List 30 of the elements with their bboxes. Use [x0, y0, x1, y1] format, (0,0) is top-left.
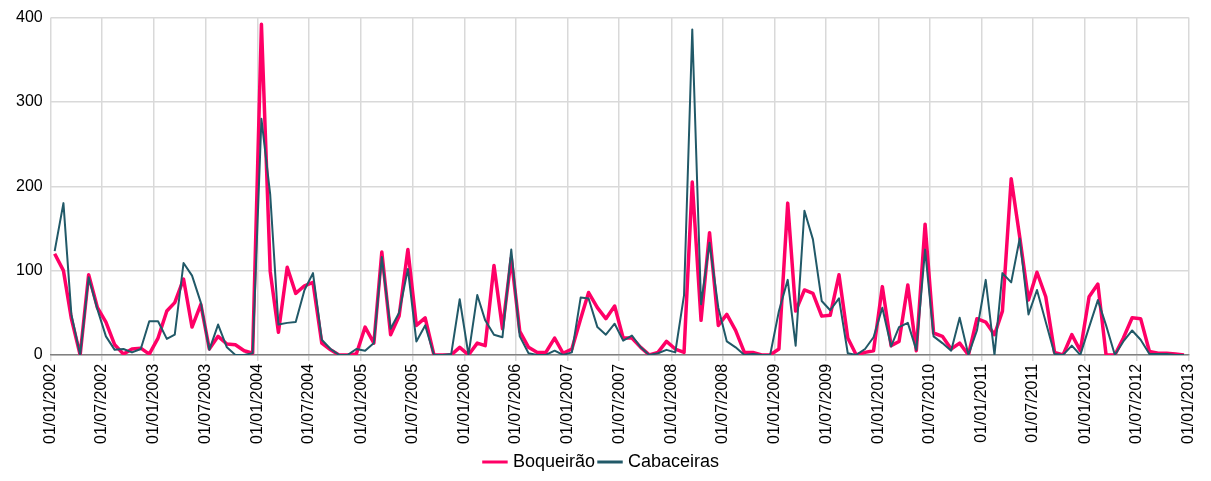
- x-tick-label: 01/07/2009: [816, 363, 834, 444]
- x-tick-label: 01/01/2010: [868, 363, 886, 444]
- x-tick-label: 01/07/2010: [920, 363, 938, 444]
- y-tick-label: 400: [15, 8, 43, 26]
- x-tick-label: 01/07/2008: [713, 363, 731, 444]
- x-tick-label: 01/01/2002: [41, 363, 59, 444]
- x-tick-label: 01/07/2007: [609, 363, 627, 444]
- x-tick-label: 01/01/2013: [1179, 363, 1197, 444]
- x-tick-label: 01/01/2008: [661, 363, 679, 444]
- x-tick-label: 01/01/2004: [247, 363, 265, 444]
- x-tick-label: 01/07/2012: [1127, 363, 1145, 444]
- x-tick-label: 01/07/2002: [92, 363, 110, 444]
- y-tick-label: 100: [15, 261, 43, 278]
- x-tick-label: 01/07/2004: [299, 363, 317, 444]
- x-tick-label: 01/01/2012: [1075, 363, 1093, 444]
- x-tick-label: 01/07/2011: [1023, 363, 1041, 443]
- x-tick-label: 01/07/2005: [402, 363, 420, 444]
- x-tick-label: 01/01/2005: [351, 363, 369, 444]
- x-tick-label: 01/01/2009: [765, 363, 783, 444]
- legend-label: Boqueirão: [512, 450, 596, 471]
- x-tick-label: 01/07/2006: [506, 363, 524, 444]
- x-tick-label: 01/01/2006: [454, 363, 472, 444]
- y-tick-label: 300: [15, 92, 43, 110]
- x-tick-label: 01/01/2011: [972, 363, 990, 443]
- x-tick-label: 01/01/2007: [558, 363, 576, 444]
- y-tick-label: 200: [15, 176, 43, 194]
- x-tick-label: 01/01/2003: [144, 363, 162, 444]
- x-tick-label: 01/07/2003: [195, 363, 213, 444]
- y-tick-label: 0: [33, 345, 43, 363]
- legend-label: Cabaceiras: [628, 450, 720, 471]
